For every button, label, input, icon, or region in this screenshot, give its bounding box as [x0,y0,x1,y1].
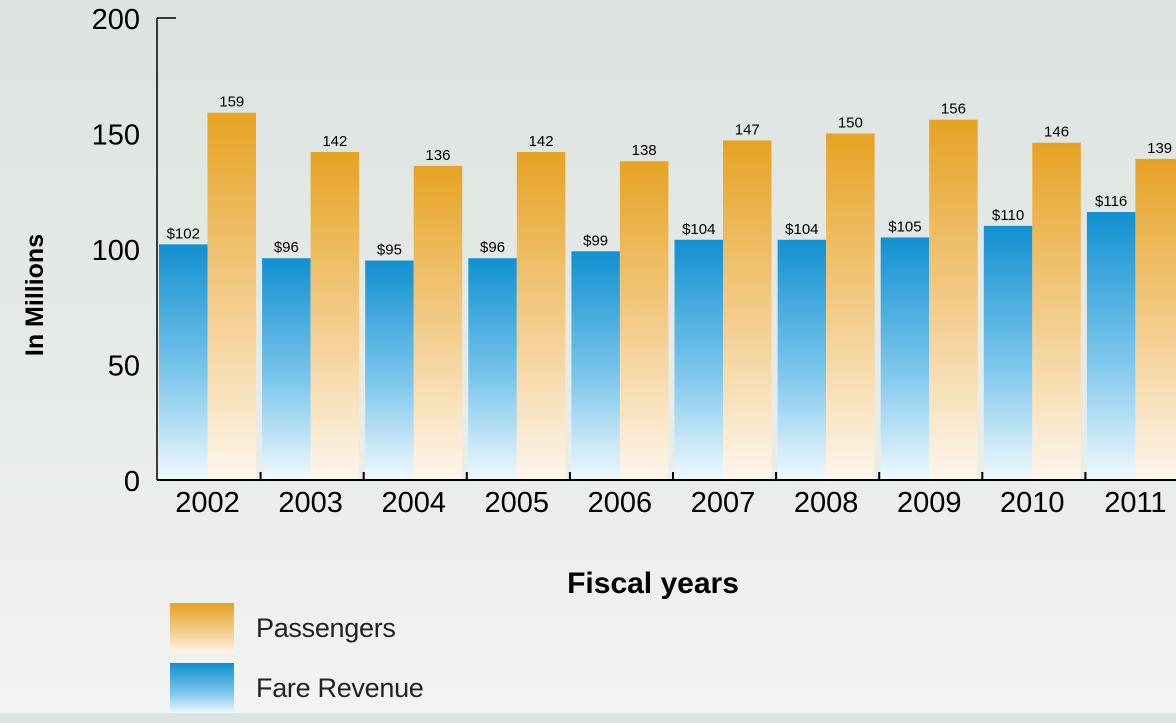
data-label-fare-revenue-2006: $99 [583,232,608,249]
data-label-passengers-2011: 139 [1147,140,1172,157]
bar-passengers-2008 [826,133,875,480]
data-label-fare-revenue-2008: $104 [785,221,818,238]
data-label-fare-revenue-2010: $110 [992,207,1024,224]
data-label-fare-revenue-2011: $116 [1095,193,1127,210]
x-tick-label-2002: 2002 [175,487,240,519]
data-label-passengers-2007: 147 [735,121,760,138]
bar-passengers-2003 [310,151,360,481]
data-label-fare-revenue-2005: $96 [480,239,505,256]
bar-passengers-2005 [516,151,566,481]
x-tick-label-2003: 2003 [278,487,343,519]
x-tick-label-2008: 2008 [794,487,859,519]
bar-fare-revenue-2005 [468,258,517,480]
x-tick-label-2004: 2004 [381,487,446,519]
data-label-passengers-2003: 142 [322,133,347,150]
data-label-passengers-2006: 138 [632,142,657,159]
y-tick-label-50: 50 [108,351,140,383]
x-tick-label-2007: 2007 [691,487,756,519]
data-label-fare-revenue-2003: $96 [274,239,299,256]
bar-passengers-2010 [1032,142,1081,481]
bar-passengers-2002 [207,112,256,481]
data-label-fare-revenue-2007: $104 [682,221,715,238]
data-label-passengers-2009: 156 [941,101,966,118]
y-tick-label-150: 150 [92,120,140,152]
data-label-fare-revenue-2004: $95 [377,242,402,259]
bar-fare-revenue-2007 [674,239,723,480]
bar-passengers-2007 [723,140,772,480]
data-label-fare-revenue-2009: $105 [888,218,921,235]
y-tick-label-100: 100 [92,235,140,267]
bar-passengers-2011 [1135,158,1176,480]
data-label-passengers-2004: 136 [425,147,450,164]
x-tick-label-2005: 2005 [485,487,550,519]
bar-fare-revenue-2010 [983,225,1033,480]
legend-label-fare-revenue: Fare Revenue [256,673,424,703]
data-label-passengers-2010: 146 [1044,124,1069,141]
passengers-swatch [170,603,234,653]
bar-fare-revenue-2009 [880,237,930,480]
bar-passengers-2009 [929,119,978,480]
bar-fare-revenue-2003 [262,258,311,480]
bar-fare-revenue-2011 [1086,212,1136,481]
x-tick-label-2009: 2009 [897,487,962,519]
legend-item-passengers: Passengers [170,603,570,663]
y-tick-label-0: 0 [124,466,140,498]
bar-fare-revenue-2004 [365,260,414,480]
x-tick-label-2006: 2006 [588,487,653,519]
legend-label-passengers: Passengers [256,613,396,643]
data-label-fare-revenue-2002: $102 [167,225,200,242]
fare-revenue-swatch [170,663,234,713]
data-label-passengers-2002: 159 [219,94,244,111]
x-tick-label-2011: 2011 [1104,487,1166,519]
bar-passengers-2004 [413,165,463,480]
y-axis-title: In Millions [21,234,49,356]
data-label-passengers-2008: 150 [838,115,863,132]
data-label-passengers-2005: 142 [529,133,554,150]
bar-fare-revenue-2008 [777,239,827,480]
x-tick-label-2010: 2010 [1000,487,1065,519]
bar-passengers-2006 [619,161,669,480]
bar-fare-revenue-2002 [159,244,208,480]
y-tick-label-200: 200 [92,4,140,36]
x-axis-title: Fiscal years [567,567,739,600]
bar-fare-revenue-2006 [571,251,620,480]
legend: Passengers Fare Revenue [170,603,570,723]
legend-item-fare-revenue: Fare Revenue [170,663,570,723]
